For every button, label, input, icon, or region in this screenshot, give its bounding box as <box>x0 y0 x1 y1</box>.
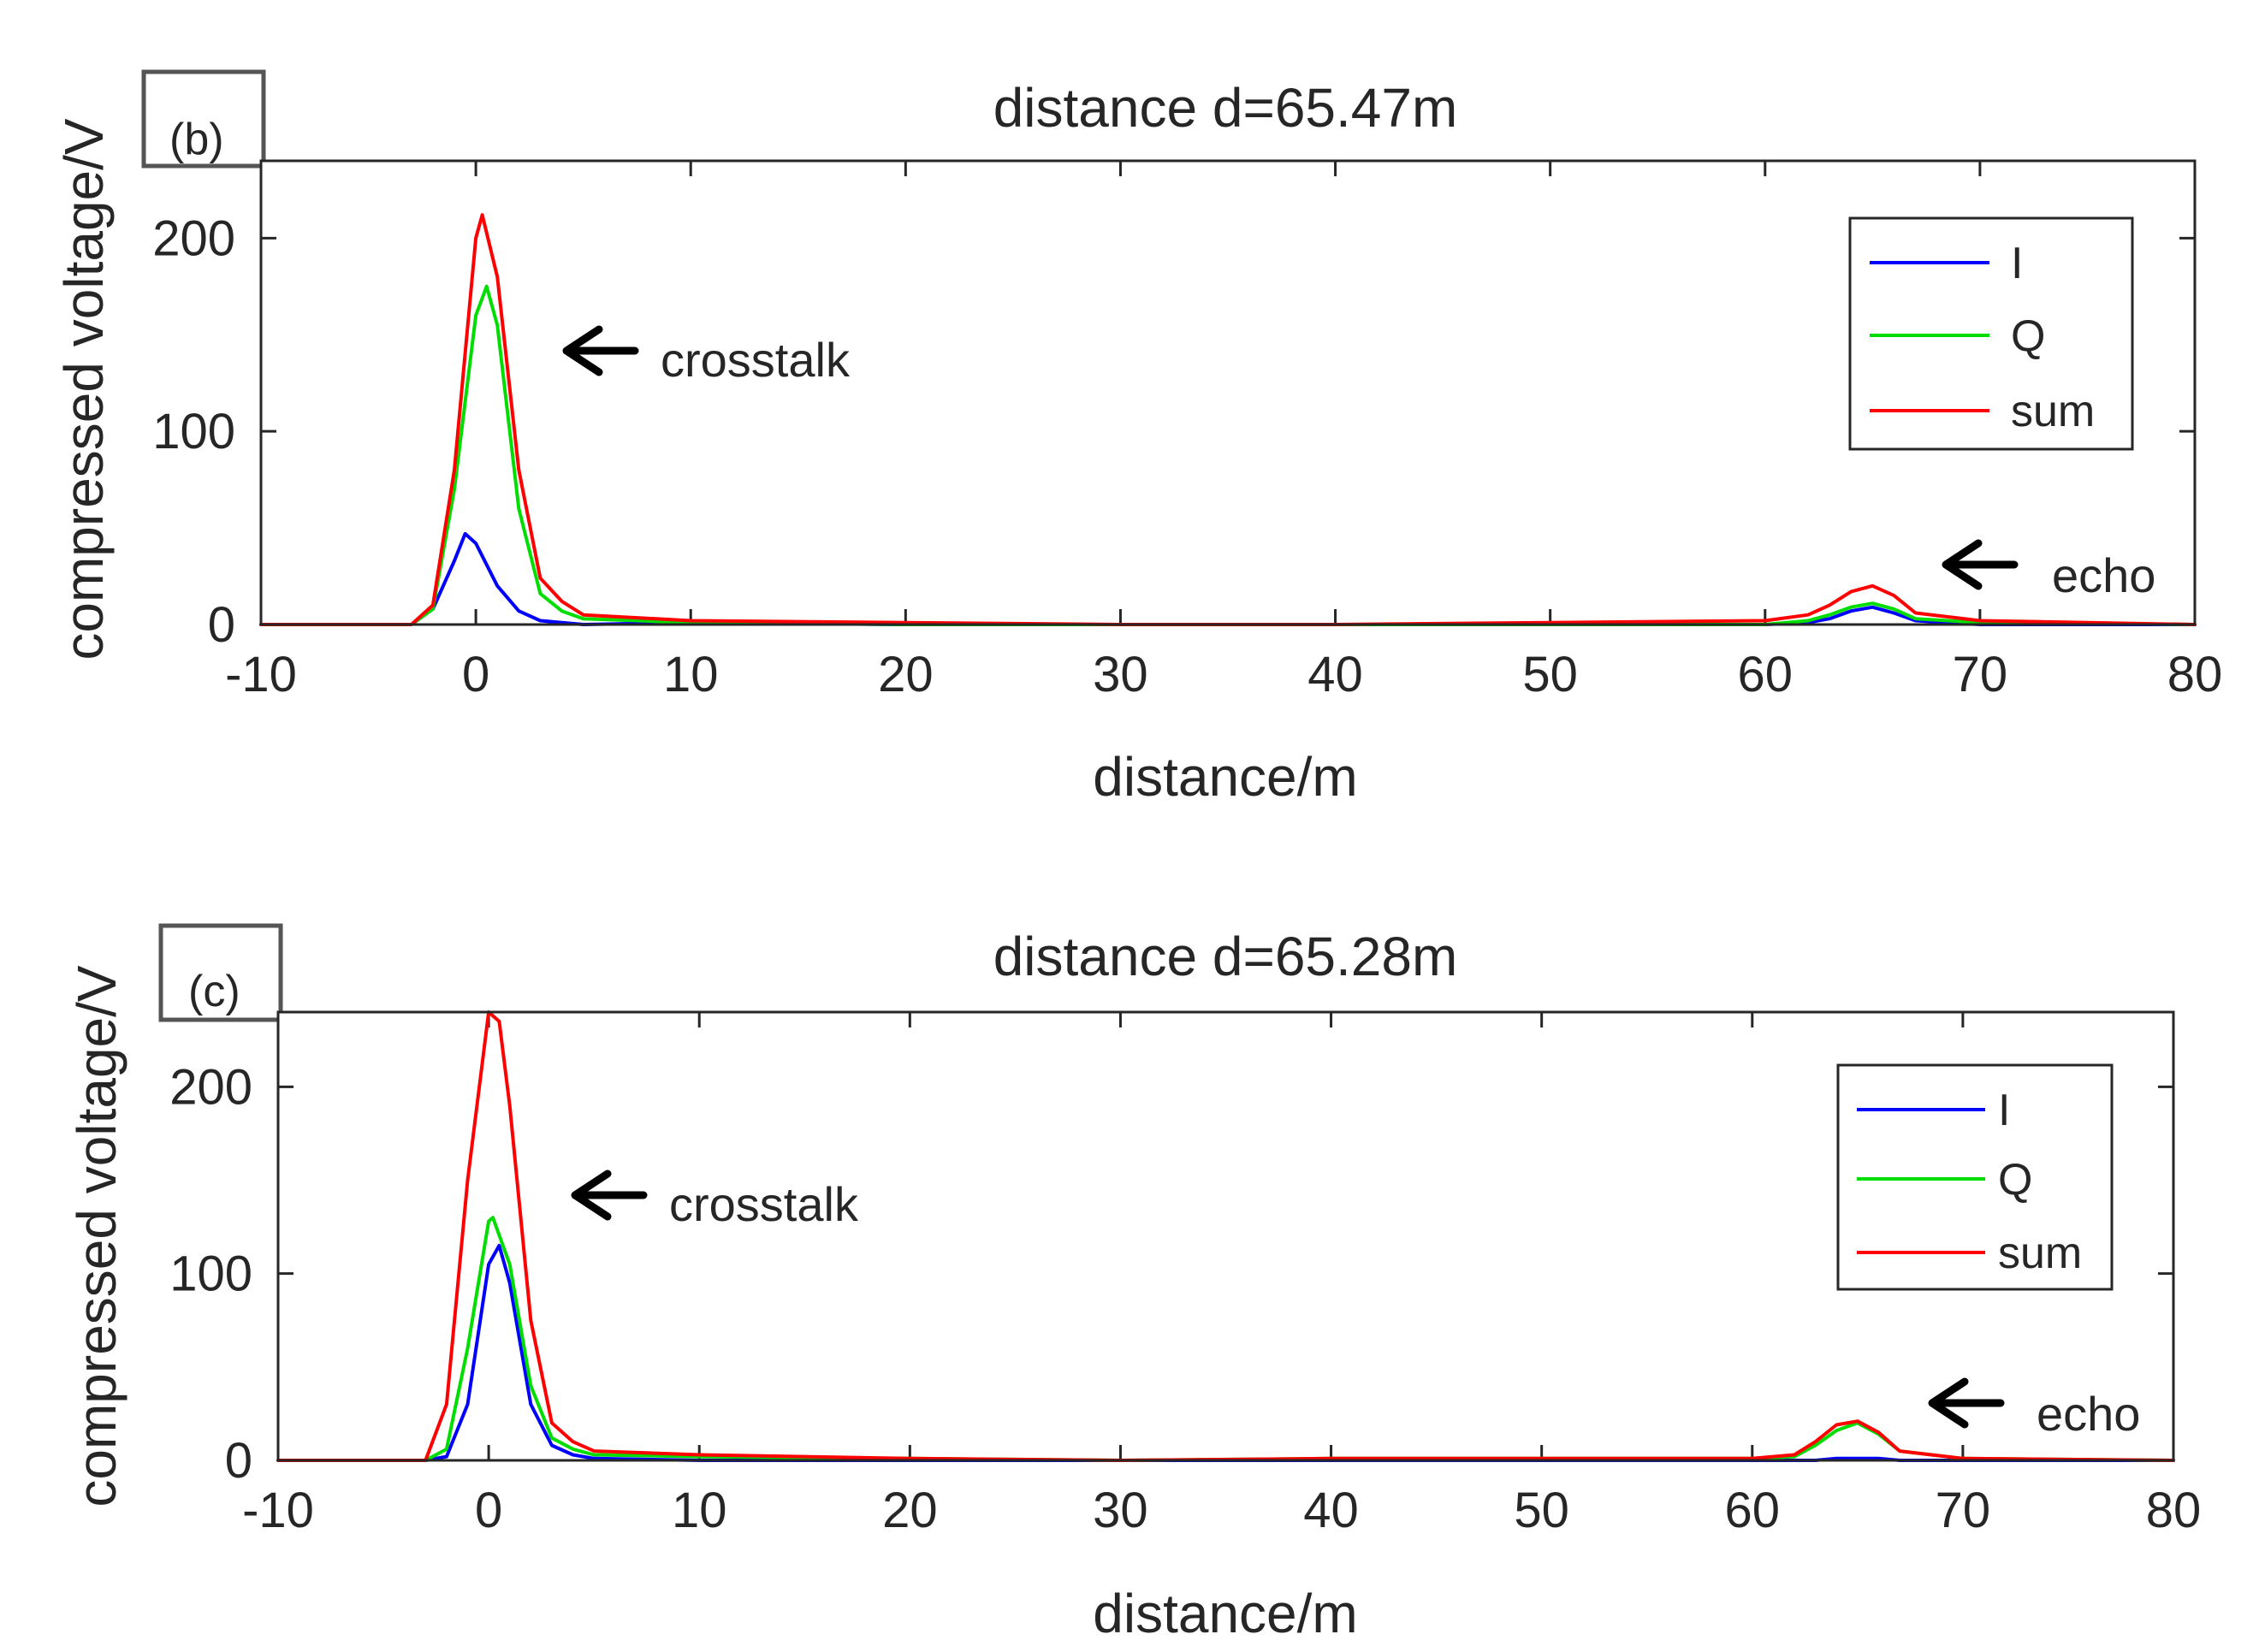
crosstalk-annotation: crosstalk <box>571 1169 859 1231</box>
crosstalk-label: crosstalk <box>669 1177 859 1231</box>
legend-label-q: Q <box>2011 311 2045 361</box>
x-axis-label: distance/m <box>1093 746 1357 808</box>
panel-label-box <box>141 69 266 169</box>
y-tick-label: 100 <box>169 1246 252 1302</box>
panel-label: (b) <box>169 115 224 164</box>
x-tick-labels: -10 0 10 20 30 40 50 60 70 80 <box>225 647 2222 702</box>
y-tick-label: 0 <box>225 1433 252 1489</box>
legend-label-sum: sum <box>1998 1229 2082 1278</box>
panel-label-box <box>158 923 283 1022</box>
x-tick-label: -10 <box>225 647 297 702</box>
legend-label-i: I <box>2011 239 2023 288</box>
y-axis-label: compressed voltage/V <box>66 965 127 1507</box>
x-axis-label: distance/m <box>1093 1583 1357 1644</box>
legend: I Q sum <box>1836 1063 2114 1291</box>
x-tick-label: 10 <box>672 1483 727 1538</box>
y-tick-label: 0 <box>208 597 235 653</box>
x-tick-label: 60 <box>1725 1483 1781 1538</box>
legend-label-q: Q <box>1998 1155 2032 1205</box>
x-tick-label: 80 <box>2146 1483 2202 1538</box>
y-tick-labels: 0 100 200 <box>169 1059 252 1489</box>
series-line-sum <box>259 213 2197 626</box>
arrow-icon <box>1942 539 2019 590</box>
x-tick-labels: -10 0 10 20 30 40 50 60 70 80 <box>242 1483 2201 1538</box>
echo-label: echo <box>2052 548 2155 602</box>
x-tick-label: 0 <box>462 647 489 702</box>
x-tick-label: 0 <box>475 1483 502 1538</box>
x-tick-label: 20 <box>882 1483 938 1538</box>
axes-frame <box>276 1010 2175 1462</box>
y-axis-label: compressed voltage/V <box>53 118 115 660</box>
x-tick-label: 30 <box>1093 647 1148 702</box>
y-tick-label: 100 <box>152 404 235 459</box>
x-tick-label: 10 <box>663 647 719 702</box>
x-tick-label: 50 <box>1522 647 1578 702</box>
y-tick-label: 200 <box>152 210 235 266</box>
x-tick-label: -10 <box>242 1483 314 1538</box>
x-tick-label: 60 <box>1738 647 1794 702</box>
legend: I Q sum <box>1848 216 2134 451</box>
panel-c: (c) distance d=65.28m -10 0 10 20 30 40 50 60 70… <box>66 923 2201 1644</box>
panel-label: (c) <box>188 967 240 1016</box>
echo-annotation: echo <box>1928 1377 2140 1441</box>
legend-label-sum: sum <box>2011 387 2095 436</box>
echo-label: echo <box>2037 1387 2140 1441</box>
crosstalk-label: crosstalk <box>661 333 851 387</box>
chart-title: distance d=65.28m <box>993 926 1458 987</box>
y-tick-label: 200 <box>169 1059 252 1115</box>
panel-b: (b) distance d=65.47m -10 0 10 20 30 40 50 60 70… <box>53 69 2222 808</box>
x-tick-label: 50 <box>1514 1483 1569 1538</box>
x-tick-label: 30 <box>1093 1483 1148 1538</box>
x-tick-label: 80 <box>2167 647 2223 702</box>
axes-frame <box>259 159 2197 626</box>
x-tick-label: 20 <box>878 647 934 702</box>
arrow-icon <box>1928 1377 2005 1429</box>
crosstalk-annotation: crosstalk <box>562 325 851 387</box>
chart-title: distance d=65.47m <box>993 77 1458 139</box>
x-tick-label: 70 <box>1953 647 2008 702</box>
arrow-icon <box>571 1169 648 1221</box>
x-tick-label: 40 <box>1303 1483 1359 1538</box>
echo-annotation: echo <box>1942 539 2155 602</box>
x-tick-label: 70 <box>1936 1483 1991 1538</box>
legend-label-i: I <box>1998 1086 2010 1135</box>
y-tick-labels: 0 100 200 <box>152 210 235 653</box>
arrow-icon <box>562 325 639 376</box>
x-tick-label: 40 <box>1307 647 1363 702</box>
